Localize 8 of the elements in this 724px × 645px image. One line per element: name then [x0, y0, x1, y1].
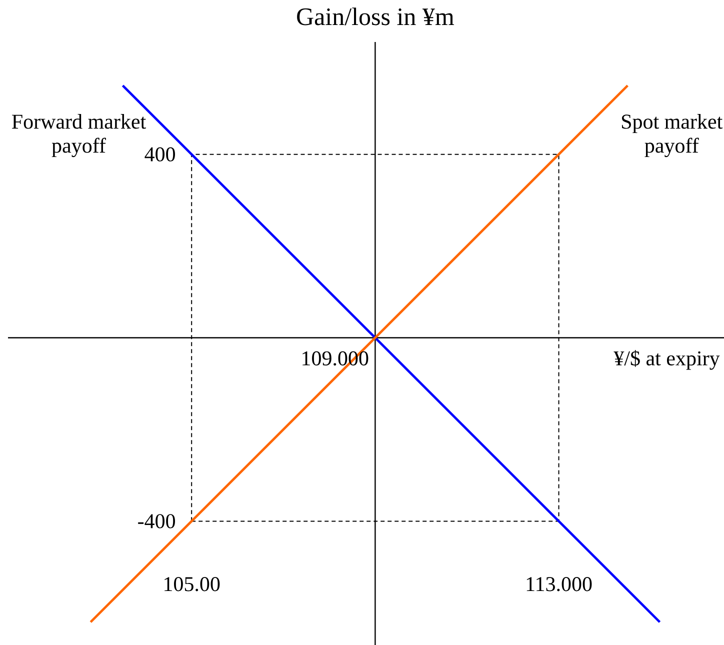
x-axis-title: ¥/$ at expiry	[614, 350, 720, 370]
y-axis-title: Gain/loss in ¥m	[297, 8, 454, 26]
y-tick-label: -400	[138, 514, 176, 528]
y-tick-label: 400	[144, 147, 176, 162]
x-tick-label: 113.000	[526, 577, 592, 592]
series-label: Forward market payoff	[12, 114, 146, 158]
series-label: Spot market payoff	[622, 114, 723, 158]
x-tick-label: 105.00	[164, 577, 220, 592]
